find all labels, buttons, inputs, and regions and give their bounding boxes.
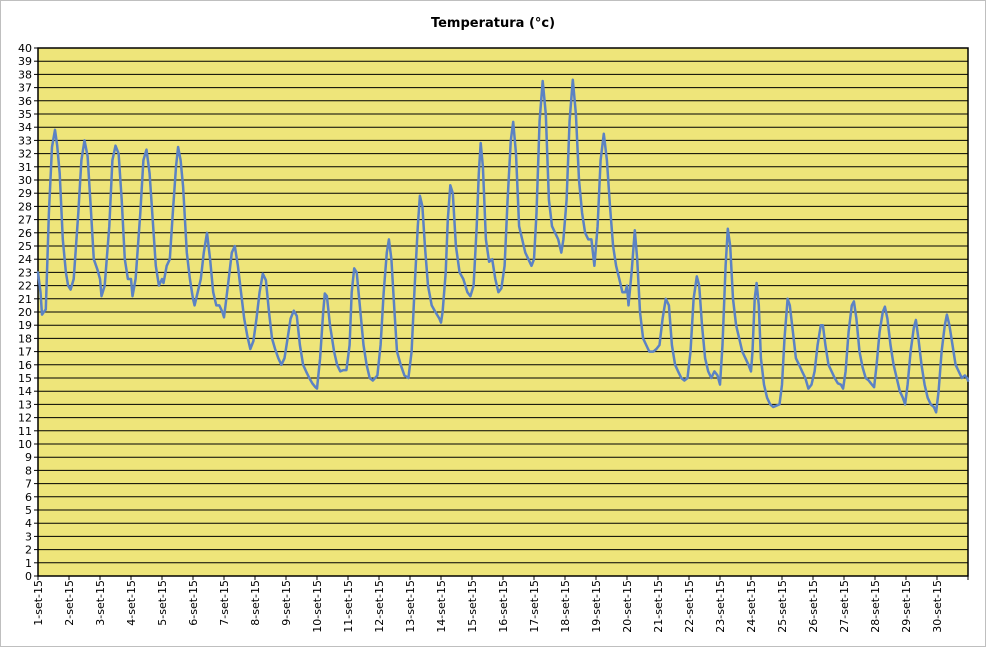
x-tick-label: 5-set-15 bbox=[156, 580, 169, 626]
y-tick-label: 27 bbox=[18, 214, 32, 227]
x-tick-label: 9-set-15 bbox=[280, 580, 293, 626]
y-tick-label: 36 bbox=[18, 95, 32, 108]
y-tick-label: 7 bbox=[25, 478, 32, 491]
y-tick-label: 38 bbox=[18, 68, 32, 81]
series-line bbox=[36, 78, 970, 414]
y-tick-label: 9 bbox=[25, 451, 32, 464]
x-tick-label: 2-set-15 bbox=[63, 580, 76, 626]
y-tick-label: 11 bbox=[18, 425, 32, 438]
y-tick-label: 14 bbox=[18, 385, 32, 398]
y-tick-label: 34 bbox=[18, 121, 32, 134]
y-tick-label: 6 bbox=[25, 491, 32, 504]
y-tick-label: 25 bbox=[18, 240, 32, 253]
x-tick-label: 20-set-15 bbox=[621, 580, 634, 633]
y-tick-label: 20 bbox=[18, 306, 32, 319]
x-tick-label: 6-set-15 bbox=[187, 580, 200, 626]
x-tick-label: 4-set-15 bbox=[125, 580, 138, 626]
y-tick-label: 35 bbox=[18, 108, 32, 121]
x-tick-label: 30-set-15 bbox=[931, 580, 944, 633]
y-tick-label: 1 bbox=[25, 557, 32, 570]
y-tick-label: 19 bbox=[18, 319, 32, 332]
x-tick-label: 21-set-15 bbox=[652, 580, 665, 633]
x-tick-label: 13-set-15 bbox=[404, 580, 417, 633]
y-tick-label: 31 bbox=[18, 161, 32, 174]
y-tick-label: 15 bbox=[18, 372, 32, 385]
y-tick-label: 32 bbox=[18, 148, 32, 161]
y-tick-label: 24 bbox=[18, 253, 32, 266]
y-tick-label: 4 bbox=[25, 517, 32, 530]
y-tick-label: 2 bbox=[25, 544, 32, 557]
y-tick-label: 37 bbox=[18, 82, 32, 95]
x-tick-label: 28-set-15 bbox=[869, 580, 882, 633]
y-tick-label: 16 bbox=[18, 359, 32, 372]
chart-title: Temperatura (°c) bbox=[430, 16, 556, 31]
x-tick-label: 16-set-15 bbox=[497, 580, 510, 633]
y-tick-label: 5 bbox=[25, 504, 32, 517]
x-tick-label: 18-set-15 bbox=[559, 580, 572, 633]
x-tick-label: 3-set-15 bbox=[94, 580, 107, 626]
x-tick-label: 14-set-15 bbox=[435, 580, 448, 633]
x-tick-label: 11-set-15 bbox=[342, 580, 355, 633]
x-tick-label: 25-set-15 bbox=[776, 580, 789, 633]
x-tick-label: 29-set-15 bbox=[900, 580, 913, 633]
x-tick-label: 17-set-15 bbox=[528, 580, 541, 633]
plot-border bbox=[37, 47, 969, 577]
x-tick-label: 23-set-15 bbox=[714, 580, 727, 633]
y-tick-label: 23 bbox=[18, 266, 32, 279]
y-tick-label: 18 bbox=[18, 332, 32, 345]
y-tick-label: 8 bbox=[25, 464, 32, 477]
y-tick-label: 0 bbox=[25, 570, 32, 583]
x-tick-label: 19-set-15 bbox=[590, 580, 603, 633]
x-tick-label: 22-set-15 bbox=[683, 580, 696, 633]
x-tick-label: 15-set-15 bbox=[466, 580, 479, 633]
x-tick-label: 27-set-15 bbox=[838, 580, 851, 633]
x-tick-label: 10-set-15 bbox=[311, 580, 324, 633]
y-tick-label: 10 bbox=[18, 438, 32, 451]
y-tick-label: 17 bbox=[18, 346, 32, 359]
y-tick-label: 22 bbox=[18, 280, 32, 293]
y-tick-label: 26 bbox=[18, 227, 32, 240]
x-tick-label: 26-set-15 bbox=[807, 580, 820, 633]
y-tick-label: 3 bbox=[25, 530, 32, 543]
x-tick-label: 24-set-15 bbox=[745, 580, 758, 633]
x-tick-label: 12-set-15 bbox=[373, 580, 386, 633]
y-tick-label: 30 bbox=[18, 174, 32, 187]
y-tick-label: 39 bbox=[18, 55, 32, 68]
x-tick-label: 7-set-15 bbox=[218, 580, 231, 626]
y-tick-label: 29 bbox=[18, 187, 32, 200]
x-tick-label: 1-set-15 bbox=[32, 580, 45, 626]
y-tick-label: 33 bbox=[18, 134, 32, 147]
y-tick-label: 21 bbox=[18, 293, 32, 306]
y-tick-label: 12 bbox=[18, 412, 32, 425]
y-tick-label: 28 bbox=[18, 200, 32, 213]
x-tick-label: 8-set-15 bbox=[249, 580, 262, 626]
y-tick-label: 40 bbox=[18, 42, 32, 55]
y-tick-label: 13 bbox=[18, 398, 32, 411]
